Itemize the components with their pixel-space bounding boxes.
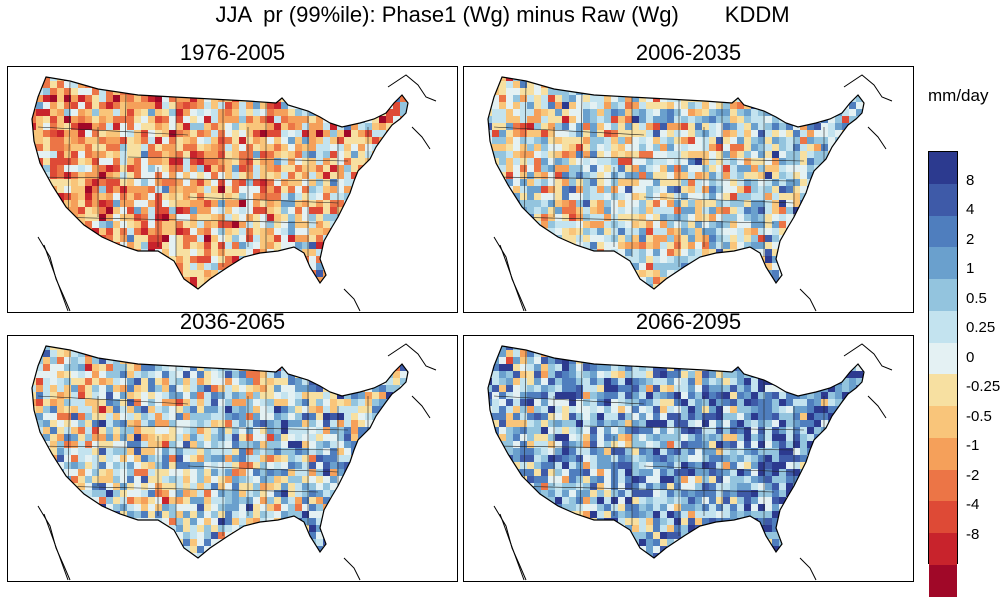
colorbar-tick-label: -1 (966, 437, 1002, 454)
colorbar-swatch (929, 247, 957, 279)
colorbar-tick-label: -0.25 (966, 378, 1002, 395)
colorbar-swatch (929, 374, 957, 406)
panel-title-2: 2006-2035 (463, 40, 914, 66)
map-canvas (464, 336, 913, 581)
map-panel-2006-2035 (463, 66, 914, 313)
map-panel-2036-2065 (7, 335, 458, 582)
coastline (344, 558, 360, 580)
colorbar-tick-label: 2 (966, 231, 1002, 248)
map-canvas (8, 336, 457, 581)
panel-title-1: 1976-2005 (7, 40, 458, 66)
coastline (388, 75, 436, 101)
coastline (500, 245, 524, 311)
coastline (868, 127, 886, 149)
coastline (800, 289, 816, 311)
colorbar-swatch (929, 152, 957, 184)
colorbar-swatch (929, 533, 957, 565)
colorbar-swatch (929, 470, 957, 502)
colorbar-swatch (929, 343, 957, 375)
colorbar-tick-label: 0 (966, 349, 1002, 366)
colorbar-swatch (929, 565, 957, 597)
colorbar-tick-label: -2 (966, 467, 1002, 484)
colorbar (928, 151, 958, 564)
precip-field (8, 336, 457, 581)
colorbar-tick-label: 1 (966, 260, 1002, 277)
figure-title: JJA pr (99%ile): Phase1 (Wg) minus Raw (… (0, 2, 1005, 28)
coastline (412, 396, 430, 418)
map-panel-1976-2005 (7, 66, 458, 313)
coastline (412, 127, 430, 149)
coastline (38, 237, 70, 311)
coastline (844, 344, 892, 370)
colorbar-swatch (929, 406, 957, 438)
map-panel-2066-2095 (463, 335, 914, 582)
map-canvas (8, 67, 457, 312)
colorbar-tick-label: -4 (966, 496, 1002, 513)
colorbar-swatch (929, 216, 957, 248)
coastline (44, 245, 68, 311)
coastline (500, 514, 524, 580)
map-canvas (464, 67, 913, 312)
coastline (44, 514, 68, 580)
coastline (38, 506, 70, 580)
coastline (494, 506, 526, 580)
precip-field (464, 336, 913, 581)
method-label: KDDM (725, 2, 790, 27)
coastline (494, 237, 526, 311)
coastline (344, 289, 360, 311)
colorbar-tick-label: 8 (966, 172, 1002, 189)
colorbar-swatch (929, 438, 957, 470)
coastline (868, 396, 886, 418)
coastline (844, 75, 892, 101)
precip-field (464, 67, 913, 312)
colorbar-tick-label: 0.25 (966, 319, 1002, 336)
colorbar-swatch (929, 279, 957, 311)
colorbar-swatch (929, 501, 957, 533)
legend-unit: mm/day (928, 86, 988, 106)
colorbar-tick-label: -8 (966, 526, 1002, 543)
colorbar-tick-label: 0.5 (966, 290, 1002, 307)
precip-field (8, 67, 457, 312)
coastline (800, 558, 816, 580)
title-text: JJA pr (99%ile): Phase1 (Wg) minus Raw (… (215, 2, 678, 27)
colorbar-swatch (929, 184, 957, 216)
colorbar-tick-label: 4 (966, 201, 1002, 218)
colorbar-tick-label: -0.5 (966, 408, 1002, 425)
colorbar-swatch (929, 311, 957, 343)
coastline (388, 344, 436, 370)
